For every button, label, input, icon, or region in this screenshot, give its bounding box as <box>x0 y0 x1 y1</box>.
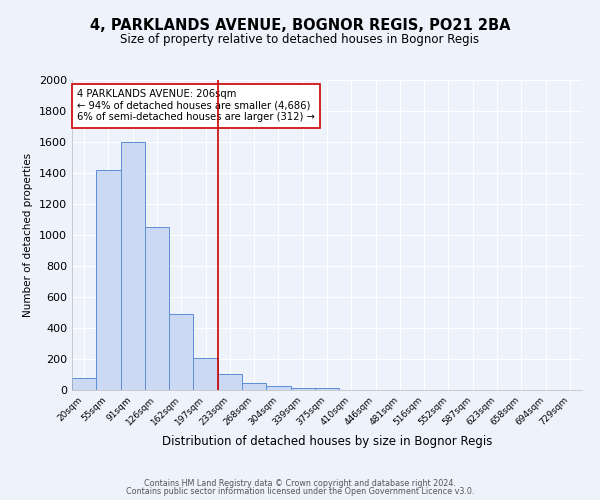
Bar <box>96 170 121 390</box>
Bar <box>266 386 290 390</box>
Y-axis label: Number of detached properties: Number of detached properties <box>23 153 34 317</box>
Bar <box>121 142 145 390</box>
Text: Size of property relative to detached houses in Bognor Regis: Size of property relative to detached ho… <box>121 32 479 46</box>
X-axis label: Distribution of detached houses by size in Bognor Regis: Distribution of detached houses by size … <box>162 436 492 448</box>
Bar <box>169 314 193 390</box>
Text: 4 PARKLANDS AVENUE: 206sqm
← 94% of detached houses are smaller (4,686)
6% of se: 4 PARKLANDS AVENUE: 206sqm ← 94% of deta… <box>77 90 315 122</box>
Text: Contains HM Land Registry data © Crown copyright and database right 2024.: Contains HM Land Registry data © Crown c… <box>144 478 456 488</box>
Bar <box>218 374 242 390</box>
Bar <box>145 227 169 390</box>
Bar <box>72 378 96 390</box>
Bar <box>315 388 339 390</box>
Text: 4, PARKLANDS AVENUE, BOGNOR REGIS, PO21 2BA: 4, PARKLANDS AVENUE, BOGNOR REGIS, PO21 … <box>90 18 510 32</box>
Bar <box>193 358 218 390</box>
Bar <box>242 383 266 390</box>
Text: Contains public sector information licensed under the Open Government Licence v3: Contains public sector information licen… <box>126 487 474 496</box>
Bar <box>290 388 315 390</box>
